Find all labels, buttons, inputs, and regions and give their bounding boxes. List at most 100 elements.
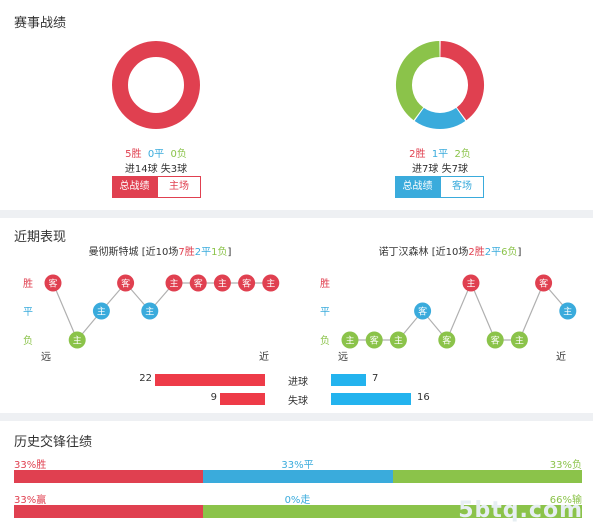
win-share bbox=[14, 470, 204, 483]
loss-segment bbox=[396, 41, 441, 121]
right-recent-prefix: [近10场 bbox=[431, 247, 469, 258]
right-recent-losses: 6负 bbox=[501, 247, 518, 258]
form-point bbox=[559, 302, 577, 320]
form-point bbox=[462, 274, 480, 292]
left-goals-against-value: 9 bbox=[210, 392, 217, 403]
form-venue-label: 客 bbox=[418, 306, 427, 318]
left-losses: 0负 bbox=[170, 149, 187, 160]
right-recent-draws: 2平 bbox=[484, 247, 502, 258]
win-segment bbox=[112, 41, 200, 129]
draw-segment bbox=[414, 107, 466, 129]
form-point bbox=[92, 302, 110, 320]
y-label-win: 胜 bbox=[320, 278, 330, 290]
loss-share bbox=[203, 505, 582, 518]
left-goals-against-bar bbox=[220, 393, 265, 405]
right-recent-wins: 2胜 bbox=[468, 247, 485, 258]
right-losses: 2负 bbox=[454, 149, 471, 160]
right-goals-against-value: 16 bbox=[417, 392, 430, 403]
h2h-lose-pct: 66%输 bbox=[549, 495, 582, 506]
right-tab-overall[interactable]: 总战绩 bbox=[395, 176, 440, 198]
right-goals-for-bar bbox=[331, 374, 366, 386]
h2h-push-pct: 0%走 bbox=[284, 495, 311, 506]
left-recent-prefix: [近10场 bbox=[141, 247, 179, 258]
right-draws: 1平 bbox=[431, 149, 449, 160]
left-wdl-summary: 5胜 0平 0负 bbox=[96, 145, 216, 160]
form-point bbox=[165, 274, 183, 292]
form-venue-label: 主 bbox=[515, 335, 524, 347]
right-goals-summary: 进7球 失7球 bbox=[412, 164, 468, 175]
y-label-draw: 平 bbox=[320, 307, 330, 318]
form-venue-label: 客 bbox=[491, 335, 500, 347]
left-goals-for-value: 22 bbox=[139, 373, 152, 384]
form-venue-label: 主 bbox=[394, 335, 403, 347]
y-label-loss: 负 bbox=[23, 334, 33, 347]
left-recent-draws: 2平 bbox=[194, 247, 212, 258]
section-title: 历史交锋往绩 bbox=[14, 435, 93, 450]
form-venue-label: 主 bbox=[218, 278, 227, 290]
form-venue-label: 客 bbox=[242, 278, 251, 290]
right-goals-for-value: 7 bbox=[372, 373, 379, 384]
left-tab-home[interactable]: 主场 bbox=[157, 176, 201, 198]
form-venue-label: 客 bbox=[194, 278, 203, 290]
form-point bbox=[44, 274, 62, 292]
form-point bbox=[141, 302, 159, 320]
watermark: 5btq.com bbox=[458, 498, 583, 523]
left-recent-wins: 7胜 bbox=[178, 247, 195, 258]
left-recent-header: 曼彻斯特城 [近10场7胜2平1负] bbox=[40, 243, 280, 258]
form-point bbox=[262, 274, 280, 292]
right-goals-against-bar bbox=[331, 393, 411, 405]
form-line bbox=[52, 282, 271, 342]
h2h-loss-pct: 33%负 bbox=[549, 460, 582, 471]
h2h-handicap-bar bbox=[14, 505, 582, 518]
h2h-win-pct: 33%胜 bbox=[14, 460, 47, 471]
near-label: 近 bbox=[556, 350, 566, 363]
form-venue-label: 主 bbox=[73, 335, 82, 347]
left-tab-overall[interactable]: 总战绩 bbox=[112, 176, 157, 198]
right-team-name: 诺丁汉森林 bbox=[378, 247, 429, 258]
h2h-result-bar bbox=[14, 470, 582, 483]
left-draws: 0平 bbox=[147, 149, 165, 160]
form-point bbox=[486, 331, 504, 349]
form-line bbox=[350, 281, 569, 342]
left-goals-summary: 进14球 失3球 bbox=[124, 164, 188, 175]
section-title: 近期表现 bbox=[14, 230, 67, 245]
loss-share bbox=[392, 470, 582, 483]
form-point bbox=[68, 331, 86, 349]
form-point bbox=[510, 331, 528, 349]
form-point bbox=[341, 331, 359, 349]
right-tab-away[interactable]: 客场 bbox=[440, 176, 484, 198]
form-point bbox=[213, 274, 231, 292]
form-point bbox=[189, 274, 207, 292]
y-label-draw: 平 bbox=[23, 307, 33, 318]
form-point bbox=[117, 274, 135, 292]
season-record-panel: 赛事战绩 5胜 0平 0负 进14球 失3球 总战绩 主场 2胜 1平 2负 进… bbox=[0, 0, 593, 210]
right-recent-header: 诺丁汉森林 [近10场2胜2平6负] bbox=[335, 243, 565, 258]
form-venue-label: 客 bbox=[48, 278, 57, 290]
right-form-chart: 胜平负主客主客客主客 主客主远近 bbox=[320, 274, 577, 363]
left-team-name: 曼彻斯特城 bbox=[88, 247, 139, 258]
left-recent-losses: 1负 bbox=[211, 247, 228, 258]
section-title: 赛事战绩 bbox=[14, 16, 67, 31]
form-venue-label: 主 bbox=[169, 278, 178, 290]
right-record-donut bbox=[396, 41, 484, 129]
form-venue-label: 主 bbox=[563, 306, 572, 318]
draw-share bbox=[203, 470, 393, 483]
y-label-win: 胜 bbox=[23, 278, 33, 290]
form-venue-label: 主 bbox=[345, 335, 354, 347]
form-venue-label: 主 bbox=[266, 278, 275, 290]
near-label: 近 bbox=[259, 350, 269, 363]
win-segment bbox=[439, 41, 484, 121]
form-point bbox=[389, 331, 407, 349]
form-venue-label: 客 bbox=[539, 278, 548, 290]
goals-for-label: 进球 bbox=[288, 377, 308, 388]
win-share bbox=[14, 505, 204, 518]
left-record-donut bbox=[112, 41, 200, 129]
form-point bbox=[438, 331, 456, 349]
far-label: 远 bbox=[41, 351, 51, 363]
recent-form-panel: 近期表现 曼彻斯特城 [近10场7胜2平1负] 诺丁汉森林 [近10场2胜2平6… bbox=[0, 218, 593, 413]
left-recent-suffix: ] bbox=[227, 247, 232, 258]
right-wins: 2胜 bbox=[409, 149, 426, 160]
form-point bbox=[365, 331, 383, 349]
form-venue-label: 主 bbox=[466, 278, 475, 290]
left-wins: 5胜 bbox=[125, 149, 142, 160]
